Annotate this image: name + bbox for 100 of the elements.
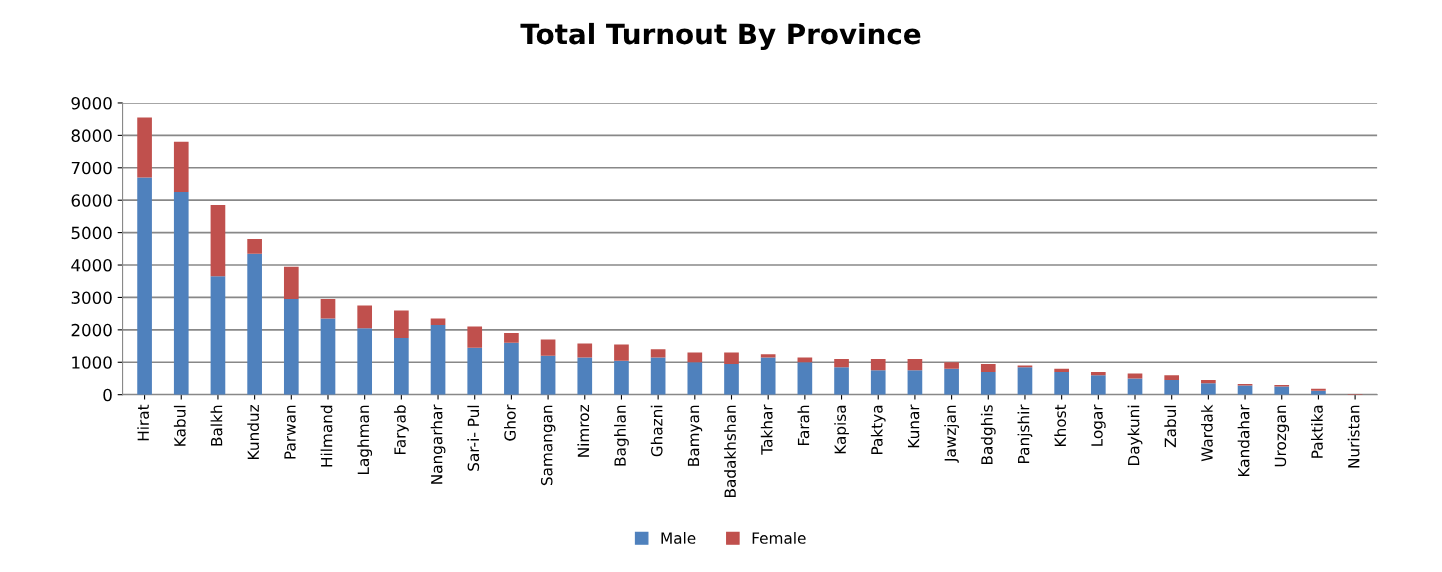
bar xyxy=(797,357,813,363)
bar xyxy=(137,177,152,395)
x-tick-label: Wardak xyxy=(1200,404,1213,462)
bar xyxy=(834,367,849,395)
x-tick-label: Parwan xyxy=(284,405,296,459)
bar xyxy=(173,141,189,193)
bar xyxy=(467,347,483,395)
x-tick-label: Jawzjan xyxy=(944,405,959,463)
x-tick-label: Panjshir xyxy=(1017,404,1033,463)
bar xyxy=(394,310,409,338)
x-tick-label: Paktika xyxy=(1311,405,1323,458)
bar xyxy=(1054,368,1069,372)
bar xyxy=(1054,371,1069,395)
y-tick-label: 6000 xyxy=(71,194,112,207)
x-tick-label: Badakhshan xyxy=(724,405,736,498)
bar xyxy=(1090,375,1106,395)
y-tick-label: 4000 xyxy=(71,258,112,272)
bar xyxy=(394,337,409,395)
bar xyxy=(577,343,593,358)
bar xyxy=(980,363,996,372)
bar xyxy=(1164,380,1180,395)
x-tick-label: Kunar xyxy=(907,404,920,448)
legend-label: Female xyxy=(752,532,806,544)
bar xyxy=(1164,375,1180,381)
y-tick-label: 8000 xyxy=(71,129,112,142)
bar xyxy=(687,352,703,363)
bar xyxy=(430,324,446,395)
bar xyxy=(357,305,373,329)
bar xyxy=(247,239,262,254)
bar xyxy=(173,192,189,395)
bar xyxy=(907,359,923,371)
x-tick-label: Daykuni xyxy=(1127,405,1143,466)
x-tick-label: Nangarhar xyxy=(430,404,446,484)
bar xyxy=(540,355,556,395)
bar xyxy=(614,360,629,395)
bar xyxy=(724,352,739,364)
bar xyxy=(944,368,959,395)
chart-title: Total Turnout By Province xyxy=(520,22,921,50)
bar xyxy=(650,349,666,358)
x-tick-label: Logar xyxy=(1091,404,1106,446)
bar xyxy=(760,357,776,395)
x-tick-label: Paktya xyxy=(870,405,886,455)
legend-label: Male xyxy=(661,532,696,544)
y-tick-label: 9000 xyxy=(71,96,112,110)
y-tick-label: 3000 xyxy=(71,291,112,305)
x-tick-label: Kabul xyxy=(173,405,186,446)
x-tick-label: Kunduz xyxy=(247,405,260,459)
x-tick-label: Kandahar xyxy=(1237,404,1250,477)
x-tick-label: Nuristan xyxy=(1347,405,1360,468)
bar xyxy=(980,371,996,395)
bar xyxy=(870,359,886,371)
bar xyxy=(870,370,886,395)
x-tick-label: Balkh xyxy=(210,405,223,446)
bar xyxy=(797,362,813,395)
bar xyxy=(283,299,299,395)
bar xyxy=(504,333,519,343)
bar xyxy=(1201,383,1216,395)
bar xyxy=(467,326,483,348)
x-tick-label: Sar-i- Pul xyxy=(467,405,480,471)
x-tick-label: Laghman xyxy=(357,405,373,475)
bar xyxy=(1201,380,1216,384)
x-tick-label: Nimroz xyxy=(577,405,590,457)
bar xyxy=(907,370,923,395)
bar xyxy=(504,342,519,395)
bar xyxy=(137,117,152,178)
x-tick-label: Samangan xyxy=(540,405,556,486)
bar xyxy=(210,276,226,395)
x-tick-label: Ghor xyxy=(504,404,516,441)
x-tick-label: Ghazni xyxy=(650,405,663,457)
x-tick-label: Badghis xyxy=(980,405,996,465)
y-tick-label: 2000 xyxy=(71,323,112,337)
bar xyxy=(357,328,373,395)
bar xyxy=(834,359,849,368)
bar xyxy=(614,344,629,361)
bar xyxy=(283,266,299,300)
x-tick-label: Khost xyxy=(1054,404,1067,446)
x-tick-label: Takhar xyxy=(760,404,773,455)
x-tick-label: Kapisa xyxy=(834,405,849,454)
x-tick-label: Hilmand xyxy=(320,405,333,467)
y-tick-label: 5000 xyxy=(71,226,112,240)
x-tick-label: Zabul xyxy=(1164,405,1177,448)
x-tick-label: Farah xyxy=(797,405,810,445)
bar xyxy=(1017,367,1033,395)
bar xyxy=(540,339,556,356)
bar xyxy=(210,205,226,277)
bar xyxy=(320,299,336,319)
bar xyxy=(760,354,776,358)
bar xyxy=(247,253,262,395)
bar xyxy=(1090,371,1106,376)
x-tick-label: Urozgan xyxy=(1274,405,1290,467)
x-tick-label: Baghlan xyxy=(614,405,629,466)
x-tick-label: Hirat xyxy=(137,404,150,441)
y-tick-label: 0 xyxy=(103,388,112,402)
y-tick-label: 7000 xyxy=(71,161,112,175)
bar xyxy=(724,363,739,395)
bar xyxy=(650,357,666,395)
x-tick-label: Bamyan xyxy=(687,405,703,466)
bar xyxy=(944,362,959,369)
x-tick-label: Faryab xyxy=(393,405,409,455)
bar xyxy=(320,318,336,395)
